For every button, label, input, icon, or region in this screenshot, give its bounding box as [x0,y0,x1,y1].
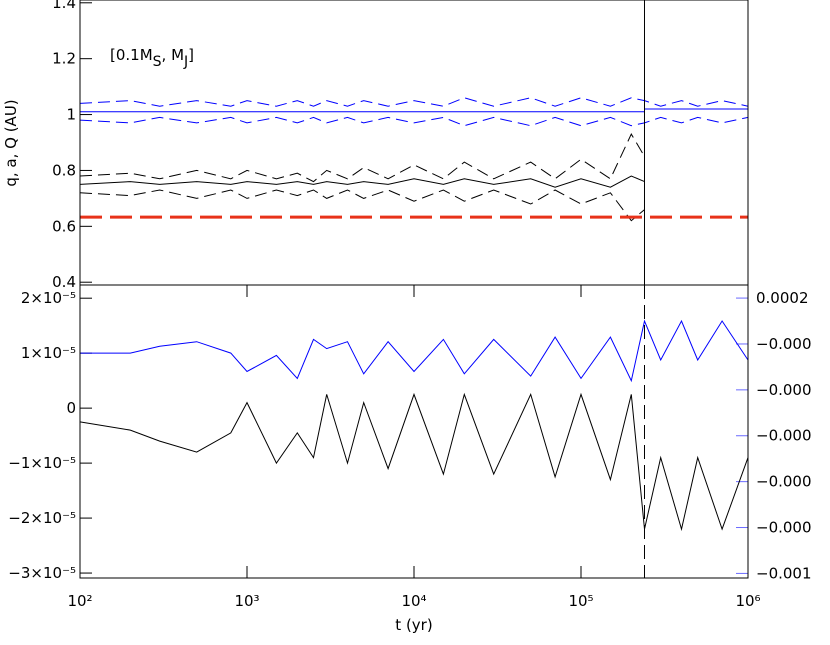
y-tick-label: −1×10⁻⁵ [8,454,76,472]
annotation-sub: S [153,54,162,70]
series-line [79,133,645,183]
y-tick-label: −3×10⁻⁵ [8,564,76,582]
y-axis-label: q, a, Q (AU) [2,99,20,186]
y2-tick-label: −0.000 [756,427,812,445]
y-tick-label: 0.6 [52,217,76,235]
y2-tick-label: 0.0002 [756,289,809,307]
series-line [79,116,749,127]
annotation-part: ] [188,46,194,64]
x-tick-label: 10³ [234,592,259,610]
plot-frame [79,0,749,286]
x-axis-label: t (yr) [395,616,432,634]
series-line [79,189,645,222]
x-tick-label: 10⁶ [735,592,760,610]
y2-tick-label: −0.000 [756,519,812,537]
y2-tick-label: −0.000 [756,381,812,399]
series-line [80,319,749,383]
annotation-part: , M [162,46,184,64]
series-line [80,108,748,113]
series-line [79,392,749,532]
y-tick-label: 1.2 [52,50,76,68]
y-tick-label: 0.8 [52,161,76,179]
y2-tick-label: −0.001 [756,564,812,582]
y-tick-label: 1×10⁻⁵ [21,344,76,362]
annotation-sub: J [183,54,188,70]
annotation-part: [0.1M [110,46,153,64]
y-tick-label: 2×10⁻⁵ [21,289,76,307]
y2-tick-label: −0.000 [756,335,812,353]
series-line [79,97,749,107]
x-tick-label: 10⁵ [568,592,593,610]
y2-tick-label: −0.000 [756,473,812,491]
annotation: [0.1MS, MJ] [110,46,194,70]
x-tick-label: 10² [67,592,92,610]
y-tick-label: 0.4 [52,273,76,291]
y-tick-label: −2×10⁻⁵ [8,509,76,527]
y-tick-label: 1.4 [52,0,76,12]
series-line [79,175,645,188]
plot-frame [79,284,749,579]
y-tick-label: 0 [66,399,76,417]
x-tick-label: 10⁴ [401,592,426,610]
y-tick-label: 1 [66,106,76,124]
